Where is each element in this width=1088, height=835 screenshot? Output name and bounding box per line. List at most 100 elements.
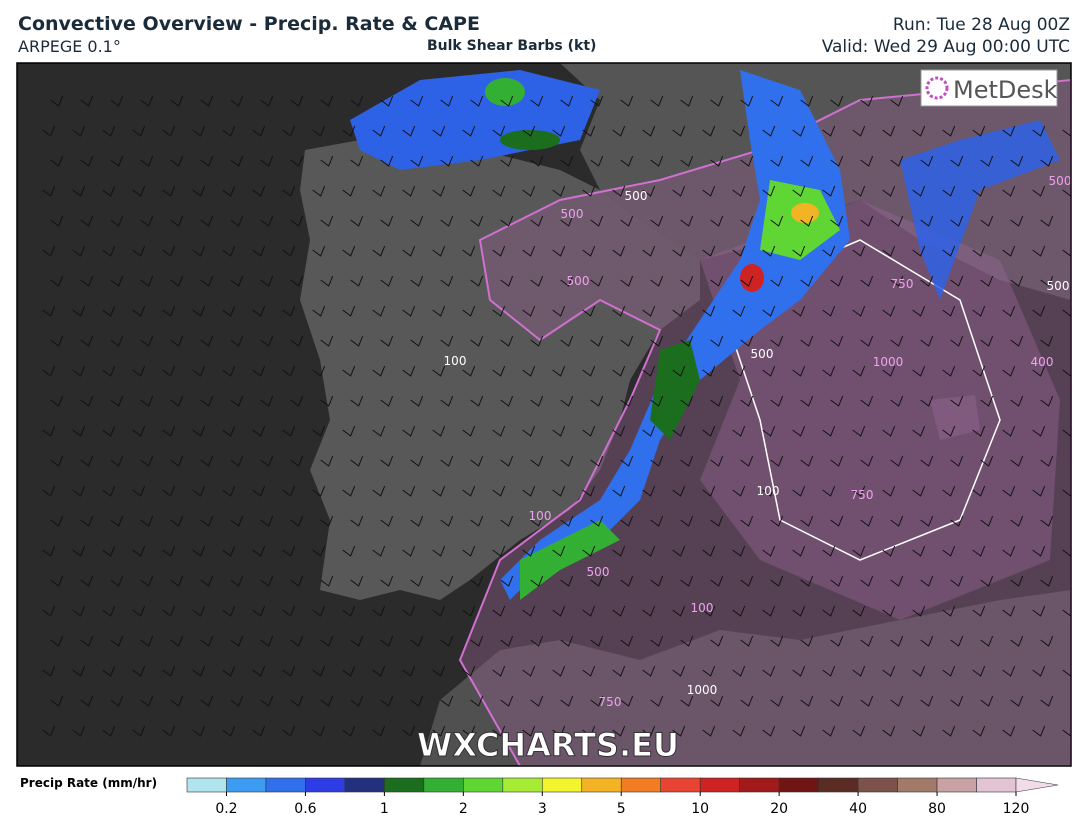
wind-barb: [1040, 455, 1054, 467]
wind-barb: [192, 365, 206, 377]
wind-barb: [582, 245, 596, 257]
colorbar-swatch: [818, 777, 859, 793]
wind-barb: [912, 725, 926, 737]
wind-barb: [822, 125, 836, 137]
wind-barb: [942, 665, 956, 677]
wind-barb: [860, 395, 874, 407]
wind-barb: [860, 515, 874, 527]
wind-barb: [140, 635, 154, 647]
wind-barb: [462, 485, 476, 497]
colorbar-swatch: [265, 777, 306, 793]
wind-barb: [762, 605, 776, 617]
wind-barb: [462, 425, 476, 437]
colorbar-swatch: [897, 777, 938, 793]
wind-barb: [222, 485, 236, 497]
wind-barb: [680, 635, 694, 647]
wind-barb: [560, 95, 574, 107]
wind-barb: [732, 245, 746, 257]
wind-barb: [560, 695, 574, 707]
wind-barb: [612, 305, 626, 317]
wind-barb: [680, 95, 694, 107]
wind-barb: [1032, 665, 1046, 677]
land: [420, 590, 1071, 766]
wind-barb: [1010, 155, 1024, 167]
cape-contour: [719, 239, 1001, 561]
wind-barb: [170, 695, 184, 707]
colorbar-swatch: [976, 777, 1017, 793]
wind-barb: [312, 365, 326, 377]
wind-barb: [882, 545, 896, 557]
wind-barb: [50, 635, 64, 647]
wind-barb: [560, 275, 574, 287]
wind-barb: [530, 335, 544, 347]
wind-barb: [42, 245, 56, 257]
wind-barb: [702, 185, 716, 197]
colorbar-swatch: [739, 777, 780, 793]
colorbar-swatch: [186, 777, 227, 793]
wind-barb: [612, 125, 626, 137]
wind-barb: [942, 545, 956, 557]
wind-barb: [42, 305, 56, 317]
wind-barb: [1002, 605, 1016, 617]
wind-barb: [822, 605, 836, 617]
wind-barb: [890, 395, 904, 407]
wind-barb: [650, 635, 664, 647]
wind-barb: [320, 635, 334, 647]
wind-barb: [492, 545, 506, 557]
wind-barb: [402, 125, 416, 137]
wind-barb: [432, 665, 446, 677]
wind-barb: [590, 155, 604, 167]
wind-barb: [252, 725, 266, 737]
colorbar-swatch: [699, 777, 740, 793]
wind-barb: [350, 515, 364, 527]
wind-barb: [440, 275, 454, 287]
wind-barb: [1070, 99, 1071, 101]
wind-barb: [860, 635, 874, 647]
wind-barb: [462, 725, 476, 737]
wind-barb: [312, 605, 326, 617]
wind-barb: [642, 365, 656, 377]
wind-barb: [260, 335, 274, 347]
wind-barb: [290, 395, 304, 407]
wind-barb: [740, 395, 754, 407]
wind-barb: [102, 185, 116, 197]
wind-barb: [860, 275, 874, 287]
wind-barb: [350, 275, 364, 287]
wind-barb: [410, 95, 424, 107]
wind-barb: [980, 215, 994, 227]
colorbar-swatch: [660, 777, 701, 793]
wind-barb: [642, 425, 656, 437]
wind-barb: [830, 335, 844, 347]
wind-barb: [350, 455, 364, 467]
wind-barb: [672, 365, 686, 377]
wind-barb: [972, 725, 986, 737]
wind-barb: [432, 605, 446, 617]
wind-barb: [710, 215, 724, 227]
wind-barb: [110, 455, 124, 467]
wind-barb: [732, 725, 746, 737]
colorbar-swatch: [423, 777, 464, 793]
wind-barb: [1002, 665, 1016, 677]
wind-barb: [530, 395, 544, 407]
wind-barb: [912, 665, 926, 677]
colorbar-swatch: [384, 777, 425, 793]
wind-barb: [552, 365, 566, 377]
wind-barb: [1040, 395, 1054, 407]
wind-barb: [42, 665, 56, 677]
wind-barb: [650, 155, 664, 167]
wind-barb: [890, 215, 904, 227]
wind-barb: [762, 365, 776, 377]
wind-barb: [110, 575, 124, 587]
wind-barb: [162, 485, 176, 497]
wind-barb: [290, 95, 304, 107]
wind-barb: [320, 515, 334, 527]
wind-barb: [410, 695, 424, 707]
wind-barb: [530, 155, 544, 167]
wind-barb: [612, 665, 626, 677]
wind-barb: [860, 455, 874, 467]
wind-barb: [290, 215, 304, 227]
wind-barb: [110, 515, 124, 527]
wind-barb: [822, 185, 836, 197]
wind-barb: [492, 725, 506, 737]
